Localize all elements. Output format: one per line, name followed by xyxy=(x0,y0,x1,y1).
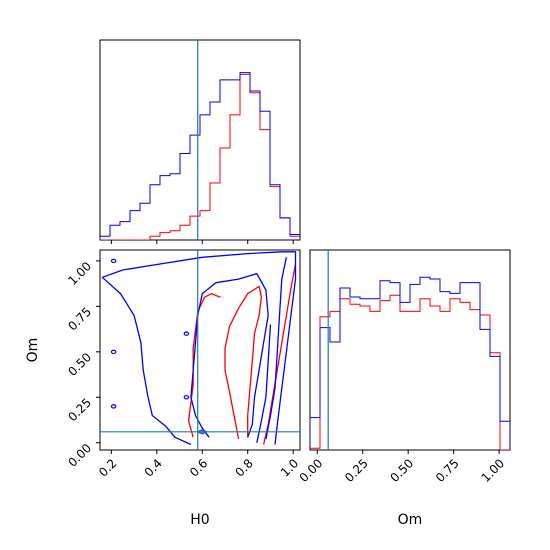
h0-tick-label: 0.4 xyxy=(142,456,165,479)
contour-blue-island-4 xyxy=(184,332,188,335)
om-y-axis-label: Om xyxy=(25,338,41,363)
contour-blue-island-5 xyxy=(184,396,188,399)
h0-axis-label: H0 xyxy=(190,512,209,528)
om-tick-label: 0.25 xyxy=(342,456,371,485)
om-y-tick-label: 0.25 xyxy=(65,395,94,424)
om-tick-label: 1.00 xyxy=(478,456,507,485)
om-histogram-blue-series xyxy=(310,277,510,450)
contour-blue-level-1 xyxy=(102,252,295,445)
contour-blue-level-2 xyxy=(191,274,268,438)
om-tick-label: 0.00 xyxy=(297,456,326,485)
om-histogram-panel: 0.00 0.25 0.50 0.75 1.00 xyxy=(297,250,510,485)
om-y-tick-label: 0.00 xyxy=(65,441,94,470)
contour-blue-island-3 xyxy=(111,405,115,408)
contour-red-level-2 xyxy=(225,286,261,439)
om-axis-label: Om xyxy=(398,512,423,528)
om-tick-label: 0.50 xyxy=(388,456,417,485)
om-y-tick-label: 0.75 xyxy=(65,305,94,334)
contour-blue-island-2 xyxy=(111,350,115,353)
om-tick-label: 0.75 xyxy=(433,456,462,485)
contour-blue-island-1 xyxy=(111,259,115,262)
h0-histogram-panel xyxy=(100,40,300,244)
om-y-tick-label: 0.50 xyxy=(65,350,94,379)
h0-tick-label: 0.6 xyxy=(187,456,210,479)
h0-tick-label: 0.8 xyxy=(232,456,255,479)
h0-om-contour-panel: 0.2 0.4 0.6 0.8 1.0 0.000.250.500.751.00 xyxy=(65,250,301,480)
om-histogram-frame xyxy=(310,250,510,450)
om-y-tick-label: 1.00 xyxy=(65,259,94,288)
h0-tick-label: 0.2 xyxy=(96,456,119,479)
